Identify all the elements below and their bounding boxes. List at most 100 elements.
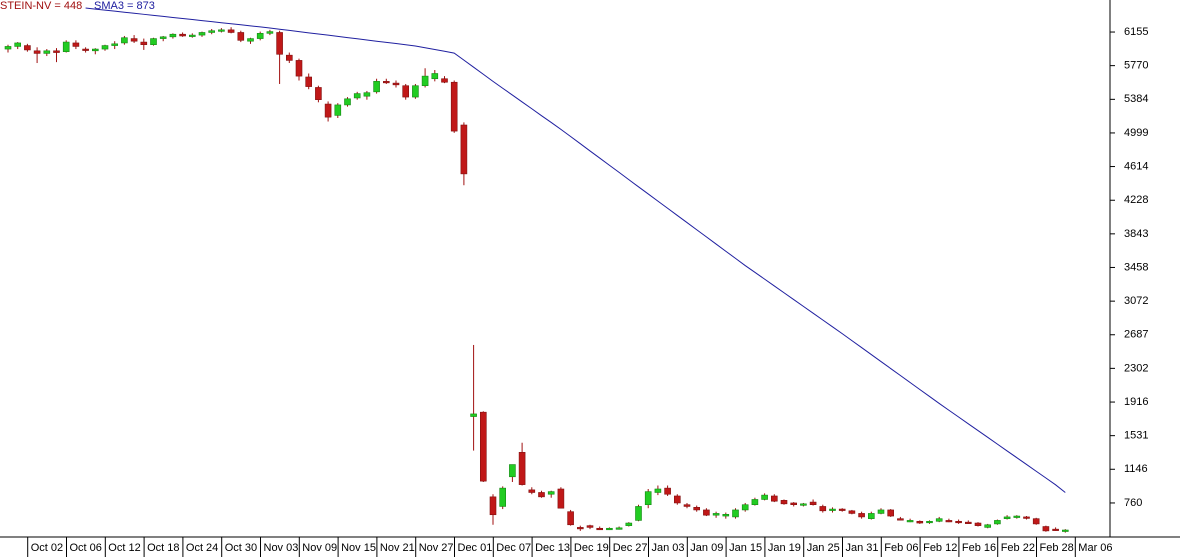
candle-body xyxy=(509,464,516,478)
candle-body xyxy=(256,33,264,39)
candle-body xyxy=(179,33,186,37)
x-tick-label: Oct 30 xyxy=(225,542,257,554)
candle-body xyxy=(159,36,167,39)
y-tick-label: 4999 xyxy=(1124,127,1148,139)
candle-body xyxy=(421,75,429,87)
y-tick-label: 2687 xyxy=(1124,329,1148,341)
x-tick-label: Dec 27 xyxy=(613,542,648,554)
candle-body xyxy=(169,33,177,38)
x-tick-label: Oct 18 xyxy=(147,542,179,554)
candle-body xyxy=(266,31,274,34)
y-tick-label: 3458 xyxy=(1124,261,1148,273)
y-tick-label: 3843 xyxy=(1124,228,1148,240)
candle-body xyxy=(460,124,468,175)
candle-body xyxy=(373,81,380,93)
candle-body xyxy=(4,46,12,50)
candle-body xyxy=(62,41,70,52)
candle-body xyxy=(344,98,351,106)
candle-body xyxy=(935,518,943,522)
candle-body xyxy=(722,514,730,517)
candle-body xyxy=(489,496,497,516)
x-tick-label: Jan 15 xyxy=(729,542,762,554)
x-tick-label: Oct 24 xyxy=(186,542,218,554)
x-tick-label: Jan 25 xyxy=(807,542,840,554)
candle-body xyxy=(150,38,157,45)
candle-body xyxy=(867,513,875,519)
y-tick-label: 5770 xyxy=(1124,60,1148,72)
candle-body xyxy=(1032,518,1040,525)
x-tick-label: Dec 13 xyxy=(535,542,570,554)
y-tick-label: 2302 xyxy=(1124,362,1148,374)
candle-body xyxy=(101,45,109,50)
x-tick-label: Mar 06 xyxy=(1078,542,1112,554)
candle-body xyxy=(664,487,671,495)
candle-body xyxy=(227,29,235,33)
candle-body xyxy=(218,29,225,32)
candle-body xyxy=(1023,516,1030,519)
candle-body xyxy=(208,30,215,33)
candle-body xyxy=(198,32,206,36)
candle-body xyxy=(470,413,477,417)
x-tick-label: Nov 27 xyxy=(419,542,454,554)
candle-body xyxy=(984,524,992,528)
x-tick-label: Nov 09 xyxy=(302,542,337,554)
candle-body xyxy=(576,527,584,530)
sma-line xyxy=(85,7,1066,493)
candle-body xyxy=(33,50,41,54)
candle-body xyxy=(499,487,507,507)
candle-body xyxy=(761,494,768,500)
candle-body xyxy=(606,527,613,531)
candle-body xyxy=(751,499,759,506)
candle-body xyxy=(285,54,293,61)
candle-body xyxy=(111,43,118,46)
candle-body xyxy=(189,34,196,37)
candle-body xyxy=(897,518,904,521)
candle-body xyxy=(24,45,31,51)
candle-body xyxy=(780,500,788,505)
candle-body xyxy=(441,78,448,83)
y-tick-label: 1531 xyxy=(1124,430,1148,442)
y-tick-label: 4228 xyxy=(1124,194,1148,206)
candle-body xyxy=(644,491,652,506)
candle-body xyxy=(625,522,633,526)
candle-body xyxy=(247,38,254,42)
candle-body xyxy=(1062,529,1069,532)
candle-body xyxy=(315,87,322,100)
candle-body xyxy=(887,509,895,517)
candle-body xyxy=(809,501,817,506)
candle-body xyxy=(547,491,555,495)
candle-body xyxy=(635,506,642,521)
candle-body xyxy=(974,522,982,526)
candle-body xyxy=(382,81,390,84)
candle-body xyxy=(819,506,827,512)
y-tick-label: 4614 xyxy=(1124,160,1148,172)
y-tick-label: 760 xyxy=(1124,497,1142,509)
y-tick-label: 5384 xyxy=(1124,93,1148,105)
candle-body xyxy=(790,502,798,506)
candle-body xyxy=(363,92,371,97)
x-tick-label: Nov 03 xyxy=(264,542,299,554)
candle-body xyxy=(392,82,400,86)
candle-body xyxy=(92,48,99,52)
candle-body xyxy=(916,520,924,524)
candle-body xyxy=(615,527,623,530)
candle-body xyxy=(703,509,710,516)
candle-body xyxy=(683,504,691,507)
candle-body xyxy=(964,521,972,524)
x-tick-label: Feb 12 xyxy=(923,542,957,554)
candle-body xyxy=(82,48,89,51)
x-tick-label: Nov 21 xyxy=(380,542,415,554)
candle-body xyxy=(673,495,681,504)
candle-body xyxy=(518,452,526,485)
candle-body xyxy=(1013,515,1021,518)
candle-body xyxy=(237,32,245,41)
candle-body xyxy=(538,492,545,498)
x-tick-label: Feb 22 xyxy=(1001,542,1035,554)
candle-body xyxy=(1042,526,1050,532)
x-tick-label: Oct 12 xyxy=(108,542,140,554)
x-tick-label: Nov 15 xyxy=(341,542,376,554)
candle-body xyxy=(72,42,80,47)
candle-body xyxy=(838,508,846,511)
candle-body xyxy=(858,513,865,518)
